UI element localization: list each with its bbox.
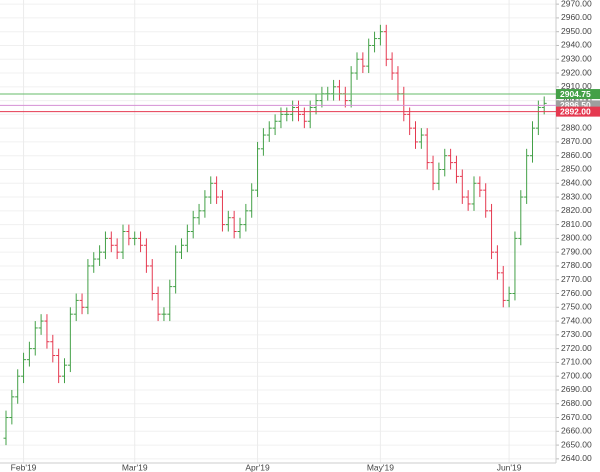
y-tick-label: 2700.00	[561, 370, 592, 380]
y-tick-label: 2930.00	[561, 54, 592, 64]
price-level-label: 2896.50	[560, 100, 591, 110]
y-tick-label: 2840.00	[561, 178, 592, 188]
y-tick-label: 2710.00	[561, 357, 592, 367]
price-level-label: 2904.75	[560, 89, 591, 99]
y-tick-label: 2870.00	[561, 136, 592, 146]
price-level-tag	[556, 106, 600, 117]
x-tick-label: Jun'19	[497, 462, 522, 472]
y-tick-label: 2940.00	[561, 40, 592, 50]
y-tick-label: 2920.00	[561, 67, 592, 77]
price-level-tag	[556, 89, 600, 100]
y-tick-label: 2970.00	[561, 0, 592, 8]
y-tick-label: 2760.00	[561, 288, 592, 298]
y-tick-label: 2900.00	[561, 95, 592, 105]
y-tick-label: 2960.00	[561, 12, 592, 22]
y-tick-label: 2730.00	[561, 329, 592, 339]
y-tick-label: 2790.00	[561, 246, 592, 256]
y-tick-label: 2680.00	[561, 398, 592, 408]
y-tick-label: 2880.00	[561, 122, 592, 132]
y-tick-label: 2860.00	[561, 150, 592, 160]
y-tick-label: 2950.00	[561, 26, 592, 36]
y-tick-label: 2810.00	[561, 219, 592, 229]
y-tick-label: 2720.00	[561, 343, 592, 353]
y-tick-label: 2660.00	[561, 426, 592, 436]
y-tick-label: 2670.00	[561, 412, 592, 422]
y-tick-label: 2690.00	[561, 384, 592, 394]
y-tick-label: 2770.00	[561, 274, 592, 284]
y-tick-label: 2640.00	[561, 453, 592, 463]
x-tick-label: May'19	[367, 462, 394, 472]
x-tick-label: Apr'19	[245, 462, 270, 472]
y-tick-label: 2740.00	[561, 315, 592, 325]
y-tick-label: 2750.00	[561, 302, 592, 312]
x-tick-label: Mar'19	[122, 462, 148, 472]
y-tick-label: 2650.00	[561, 439, 592, 449]
price-level-label: 2892.00	[560, 106, 591, 116]
y-tick-label: 2800.00	[561, 233, 592, 243]
y-tick-label: 2910.00	[561, 81, 592, 91]
x-tick-label: Feb'19	[11, 462, 37, 472]
y-tick-label: 2780.00	[561, 260, 592, 270]
y-tick-label: 2850.00	[561, 164, 592, 174]
price-level-tag	[556, 100, 600, 111]
y-tick-label: 2820.00	[561, 205, 592, 215]
y-tick-label: 2830.00	[561, 191, 592, 201]
